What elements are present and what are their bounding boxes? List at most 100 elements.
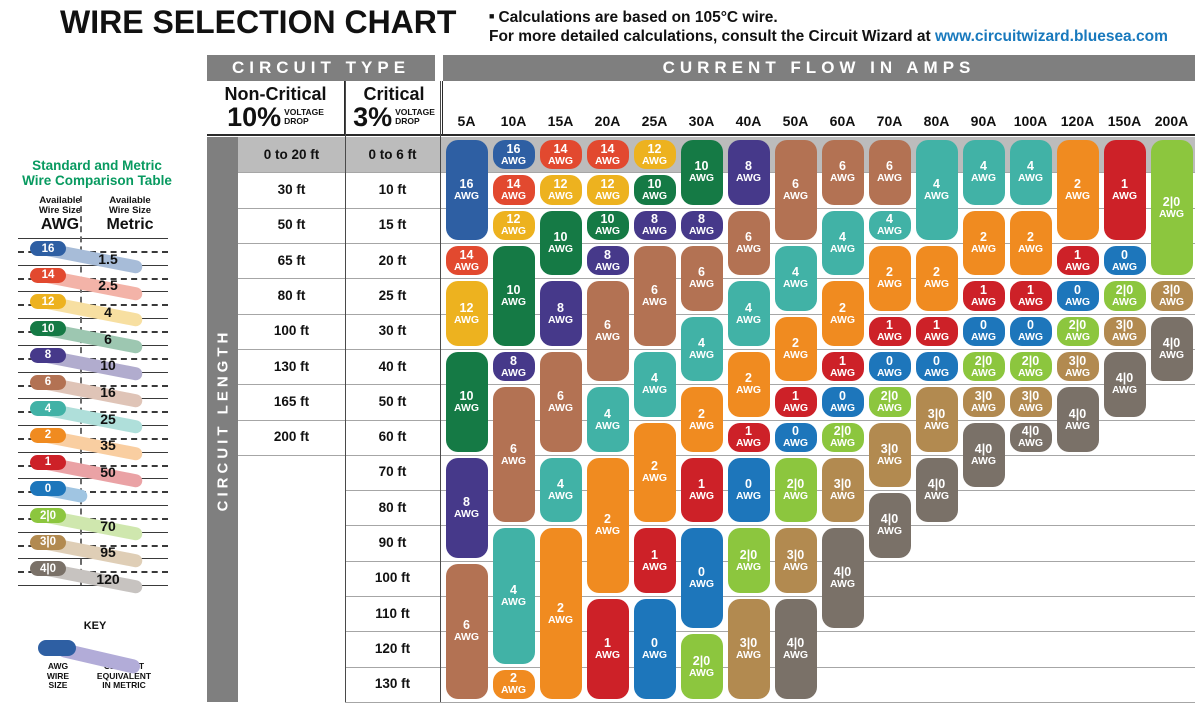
wire-pill-40A-1: 1 AWG [727,422,770,452]
separator-line [18,318,168,320]
gridline [345,631,1195,633]
row-label-non-critical: 80 ft [277,287,306,303]
gridline [345,278,1195,280]
key-awg-pill [38,640,76,656]
metric-size-value: 2.5 [98,277,118,294]
separator-line [18,585,168,587]
gridline [238,454,345,456]
wire-pill-120A-300: 3|0 AWG [1056,351,1099,382]
gridline [345,454,1195,456]
amp-column-header-120A: 120A [1060,113,1095,129]
wire-pill-30A-200: 2|0 AWG [680,634,723,699]
wire-pill-70A-2: 2 AWG [868,245,911,311]
amp-column-header-200A: 200A [1154,113,1189,129]
column-divider [440,81,441,702]
awg-size-pill-2: 2 [30,427,66,443]
wire-pill-70A-4: 4 AWG [868,210,911,240]
wire-pill-40A-2: 2 AWG [727,351,770,417]
wire-pill-70A-300: 3|0 AWG [868,422,911,488]
row-label-non-critical: 100 ft [273,323,310,339]
notes: ■ Calculations are based on 105°C wire. F… [489,7,1168,46]
wire-pill-10A-2: 2 AWG [492,669,535,699]
amp-column-header-50A: 50A [782,113,809,129]
row-label-critical: 70 ft [378,464,407,480]
wire-pill-25A-4: 4 AWG [633,351,676,417]
wire-pill-70A-1: 1 AWG [868,316,911,346]
wire-pill-15A-4: 4 AWG [539,457,582,523]
wire-pill-80A-400: 4|0 AWG [915,457,958,523]
wire-pill-15A-14: 14 AWG [539,140,582,170]
wire-pill-10A-6: 6 AWG [492,387,535,523]
gridline [345,666,1195,668]
metric-size-value: 16 [100,384,116,400]
wire-pill-70A-400: 4|0 AWG [868,493,911,558]
wire-pill-15A-12: 12 AWG [539,175,582,205]
wire-pill-20A-12: 12 AWG [586,175,629,205]
non-critical-voltage-drop: VOLTAGE DROP [284,107,324,126]
non-critical-percent: 10% [227,102,282,132]
metric-size-value: 120 [96,570,120,587]
wire-pill-90A-4: 4 AWG [962,140,1005,205]
gridline [238,384,345,386]
separator-line [18,238,168,239]
key-title: KEY [83,620,107,632]
wire-pill-60A-4: 4 AWG [821,210,864,276]
note-line-2: For more detailed calculations, consult … [489,28,1168,45]
row-label-critical: 10 ft [378,181,407,197]
row-label-non-critical: 165 ft [273,393,310,409]
circuit-wizard-link[interactable]: www.circuitwizard.bluesea.com [935,28,1168,45]
metric-size-value: 6 [104,330,112,347]
wire-pill-120A-0: 0 AWG [1056,281,1099,311]
wire-pill-150A-400: 4|0 AWG [1103,351,1146,417]
amp-column-header-100A: 100A [1013,113,1048,129]
row-label-critical: 100 ft [374,570,411,586]
wire-pill-30A-2: 2 AWG [680,387,723,452]
wire-pill-30A-6: 6 AWG [680,245,723,311]
wire-pill-10A-8: 8 AWG [492,351,535,382]
non-critical-header: Non-Critical 10% VOLTAGE DROP [207,81,345,134]
wire-pill-30A-0: 0 AWG [680,528,723,629]
wire-pill-70A-200: 2|0 AWG [868,387,911,417]
row-label-critical: 25 ft [378,287,407,303]
dashed-line [18,491,168,494]
wire-pill-90A-300: 3|0 AWG [962,387,1005,417]
amp-column-header-15A: 15A [547,113,574,129]
separator-line [18,344,168,346]
wire-pill-20A-2: 2 AWG [586,457,629,594]
circuit-length-bar: CIRCUIT LENGTH [207,137,238,702]
wire-pill-5A-6: 6 AWG [445,563,488,699]
wire-pill-150A-200: 2|0 AWG [1103,281,1146,311]
row-label-critical: 15 ft [378,217,407,233]
awg-size-pill-12: 12 [30,294,66,310]
metric-size-value: 4 [104,303,112,320]
row-label-critical: 110 ft [375,605,410,621]
wire-pill-30A-10: 10 AWG [680,140,723,205]
wire-pill-120A-400: 4|0 AWG [1056,387,1099,452]
wire-pill-15A-6: 6 AWG [539,351,582,452]
amp-column-header-10A: 10A [500,113,527,129]
amp-column-header-25A: 25A [641,113,668,129]
gridline [238,419,345,421]
column-divider [345,81,346,702]
wire-pill-120A-1: 1 AWG [1056,245,1099,276]
wire-pill-15A-2: 2 AWG [539,528,582,699]
wire-pill-60A-400: 4|0 AWG [821,528,864,629]
wire-pill-15A-8: 8 AWG [539,281,582,346]
awg-size-pill-1: 1 [30,454,66,470]
wire-pill-60A-2: 2 AWG [821,281,864,346]
wire-pill-10A-10: 10 AWG [492,245,535,346]
wire-pill-150A-1: 1 AWG [1103,140,1146,240]
awg-size-pill-8: 8 [30,347,66,363]
awg-size-pill-16: 16 [30,241,66,256]
wire-pill-25A-10: 10 AWG [633,175,676,205]
wire-pill-60A-300: 3|0 AWG [821,457,864,523]
wire-pill-25A-6: 6 AWG [633,245,676,346]
wire-pill-5A-12: 12 AWG [445,281,488,346]
critical-percent: 3% [353,102,393,132]
row-label-non-critical: 130 ft [273,358,310,374]
wire-pill-50A-400: 4|0 AWG [774,599,817,699]
wire-pill-90A-1: 1 AWG [962,281,1005,311]
wire-pill-20A-1: 1 AWG [586,599,629,699]
comparison-header-right: Available Wire Size Metric [106,195,154,234]
